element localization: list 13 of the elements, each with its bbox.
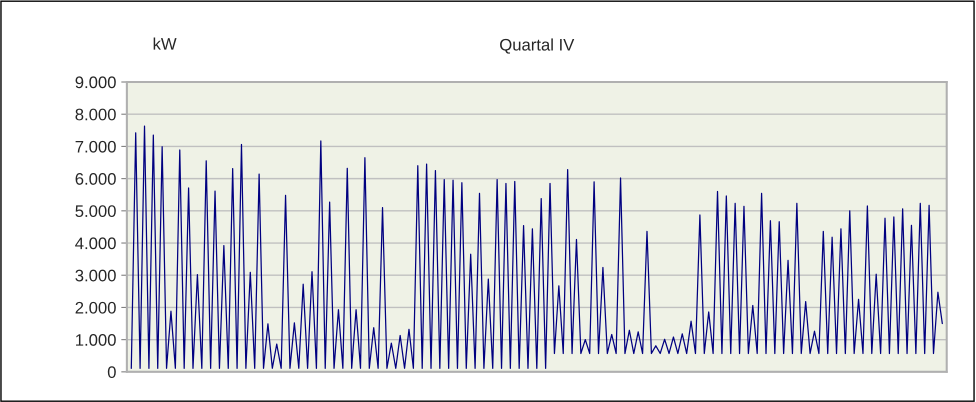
- y-tick-label: 7.000: [76, 140, 116, 153]
- y-tick-label: 0: [108, 366, 116, 378]
- chart-title: Quartal IV: [500, 38, 574, 54]
- line-series: [130, 126, 943, 369]
- y-tick-label: 6.000: [76, 173, 116, 185]
- y-tick-label: 4.000: [75, 237, 116, 250]
- y-tick-label: 5.000: [75, 205, 116, 218]
- y-tick-label: 3.000: [75, 270, 116, 282]
- y-tick-label: 1.000: [76, 334, 116, 346]
- y-axis-title: kW: [154, 37, 177, 50]
- y-tick-label: 2.000: [76, 302, 116, 314]
- y-tick-label: 9.000: [76, 76, 116, 88]
- y-tick-label: 8.000: [75, 108, 116, 120]
